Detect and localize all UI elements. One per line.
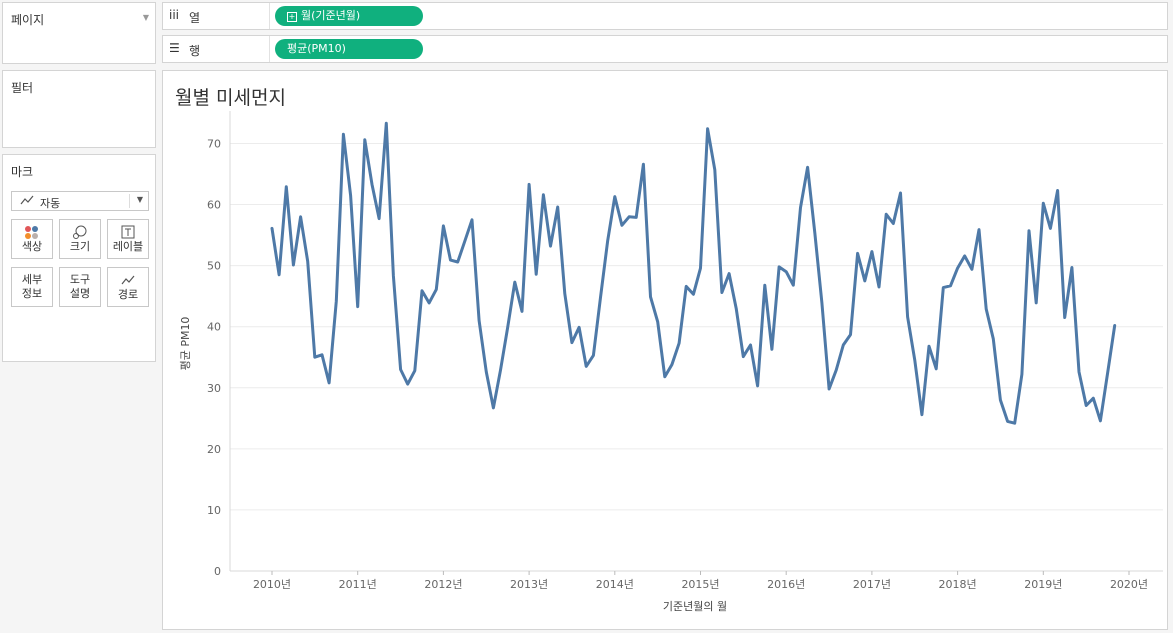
x-tick-label: 2011년 [339,578,377,591]
columns-pill-label: 월(기준년월) [301,9,361,22]
rows-pill-label: 평균(PM10) [287,42,346,55]
y-axis-title: 평균 PM10 [179,317,192,371]
y-tick-label: 40 [207,321,221,334]
pages-label: 페이지 [11,13,45,27]
x-tick-label: 2020년 [1110,578,1148,591]
detail-button-label: 세부 정보 [21,273,43,300]
marks-label: 마크 [11,165,34,179]
dropdown-separator [129,194,130,208]
tooltip-button[interactable]: 도구 설명 [59,267,101,307]
y-tick-label: 10 [207,504,221,517]
columns-pill[interactable]: + 월(기준년월) [275,6,423,26]
color-button-label: 색상 [21,240,43,253]
path-icon [108,273,148,288]
columns-icon: iii [169,8,180,22]
size-icon [60,225,100,240]
color-button[interactable]: 색상 [11,219,53,259]
x-axis-title: 기준년월의 월 [663,600,727,613]
pages-panel[interactable]: 페이지 ▼ [2,2,156,64]
rows-icon: ☰ [169,41,180,55]
y-tick-label: 70 [207,137,221,150]
y-tick-label: 30 [207,382,221,395]
x-tick-label: 2012년 [424,578,462,591]
x-tick-label: 2019년 [1024,578,1062,591]
x-tick-label: 2017년 [853,578,891,591]
text-label-icon [108,225,148,240]
path-button-label: 경로 [117,288,139,301]
y-tick-label: 20 [207,443,221,456]
x-tick-label: 2013년 [510,578,548,591]
detail-button[interactable]: 세부 정보 [11,267,53,307]
tooltip-button-label: 도구 설명 [69,273,91,300]
y-tick-label: 50 [207,260,221,273]
x-tick-label: 2018년 [939,578,977,591]
marks-panel: 마크 자동 ▼ 색상 크기 레이블 세부 정보 도구 설명 경로 [2,154,156,362]
chart-title: 월별 미세먼지 [175,87,286,109]
columns-shelf-label: 열 [189,11,201,25]
chevron-down-icon[interactable]: ▼ [136,195,143,204]
expand-icon[interactable]: + [287,12,297,22]
chart-view[interactable]: 월별 미세먼지 0 10 20 30 40 50 60 70 2010년 2011년 2012년 20… [162,70,1168,630]
rows-pill[interactable]: 평균(PM10) [275,39,423,59]
filters-panel[interactable]: 필터 [2,70,156,148]
line-chart[interactable]: 0 10 20 30 40 50 60 70 2010년 2011년 2012년 2013년 2014년… [163,71,1167,629]
shelf-divider [269,3,270,29]
columns-shelf[interactable]: iii 열 + 월(기준년월) [162,2,1168,30]
shelf-divider [269,36,270,62]
label-button-label: 레이블 [112,240,144,253]
rows-shelf-label: 행 [189,44,201,58]
y-tick-label: 0 [214,565,221,578]
x-tick-label: 2010년 [253,578,291,591]
color-icon [12,225,52,240]
y-tick-label: 60 [207,199,221,212]
size-button[interactable]: 크기 [59,219,101,259]
line-mark-icon [20,194,34,209]
series-line [270,121,1117,425]
x-tick-label: 2016년 [767,578,805,591]
path-button[interactable]: 경로 [107,267,149,307]
filters-label: 필터 [11,81,34,95]
x-tick-label: 2015년 [681,578,719,591]
x-tick-label: 2014년 [596,578,634,591]
label-button[interactable]: 레이블 [107,219,149,259]
chevron-down-icon[interactable]: ▼ [142,13,149,22]
rows-shelf[interactable]: ☰ 행 평균(PM10) [162,35,1168,63]
mark-type-label: 자동 [40,197,61,210]
mark-type-dropdown[interactable]: 자동 ▼ [11,191,149,211]
size-button-label: 크기 [69,240,91,253]
